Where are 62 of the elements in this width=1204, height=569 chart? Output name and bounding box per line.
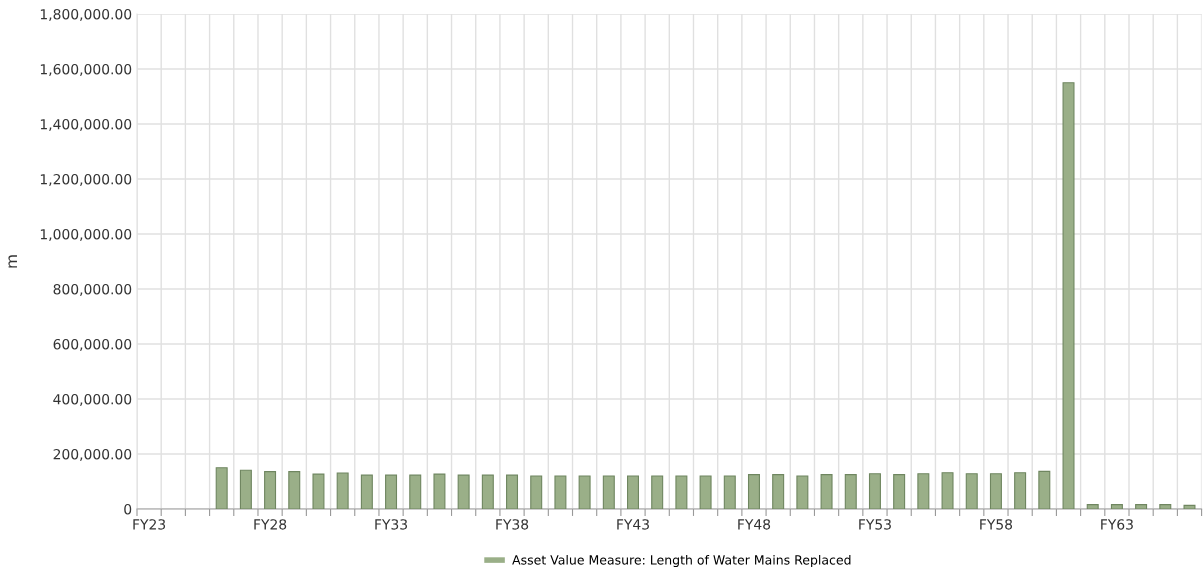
bar [868, 473, 881, 509]
bar [336, 472, 349, 509]
bar [409, 474, 422, 509]
y-tick-label: 0 [124, 503, 132, 515]
bar [506, 474, 519, 509]
bar [239, 469, 252, 509]
x-tick-label: FY43 [617, 519, 649, 530]
bar [723, 475, 736, 509]
bar [554, 475, 567, 509]
bar [1135, 504, 1148, 509]
y-tick-label: 1,400,000.00 [40, 118, 132, 131]
bar [627, 475, 640, 509]
bar [893, 474, 906, 509]
bar [796, 475, 809, 509]
bar [917, 473, 930, 509]
bar [772, 474, 785, 509]
bar [1183, 504, 1196, 509]
x-tick-label: FY23 [133, 519, 166, 530]
bar [312, 473, 325, 509]
x-tick-label: FY53 [859, 519, 891, 530]
bar [1159, 504, 1172, 509]
bar [820, 474, 833, 509]
legend-label: Asset Value Measure: Length of Water Mains Replaced [512, 554, 851, 568]
y-tick-label: 200,000.00 [53, 448, 132, 461]
y-tick-label: 1,000,000.00 [40, 228, 132, 241]
bar [1038, 470, 1051, 509]
bar [1062, 82, 1075, 509]
bar [941, 472, 954, 509]
bar [989, 473, 1002, 509]
x-tick-label: FY28 [254, 519, 287, 530]
bar [675, 475, 688, 509]
y-tick-label: 400,000.00 [53, 393, 132, 406]
x-tick-label: FY63 [1101, 519, 1133, 530]
bar [264, 471, 277, 509]
bar [481, 474, 494, 509]
bar [457, 474, 470, 509]
bar [844, 474, 857, 509]
x-tick-label: FY58 [980, 519, 1013, 530]
y-tick-label: 1,600,000.00 [40, 63, 132, 76]
x-tick-label: FY38 [496, 519, 529, 530]
bar [1014, 472, 1027, 509]
x-tick-label: FY48 [738, 519, 771, 530]
y-axis-title: m [8, 255, 17, 268]
x-tick-label: FY33 [375, 519, 408, 530]
bar [651, 475, 664, 509]
bar [1086, 504, 1099, 509]
bar [699, 475, 712, 509]
y-tick-label: 1,800,000.00 [40, 8, 132, 21]
bar [433, 473, 446, 509]
bar [288, 471, 301, 509]
bar [385, 474, 398, 509]
bar [1110, 504, 1123, 509]
bar [530, 475, 543, 509]
bar [578, 475, 591, 509]
bar [360, 474, 373, 509]
y-tick-label: 600,000.00 [53, 338, 132, 351]
bar [215, 467, 228, 509]
y-tick-label: 800,000.00 [53, 283, 132, 296]
bar [965, 473, 978, 509]
y-tick-label: 1,200,000.00 [40, 173, 132, 186]
bar [747, 474, 760, 509]
bar [602, 475, 615, 509]
